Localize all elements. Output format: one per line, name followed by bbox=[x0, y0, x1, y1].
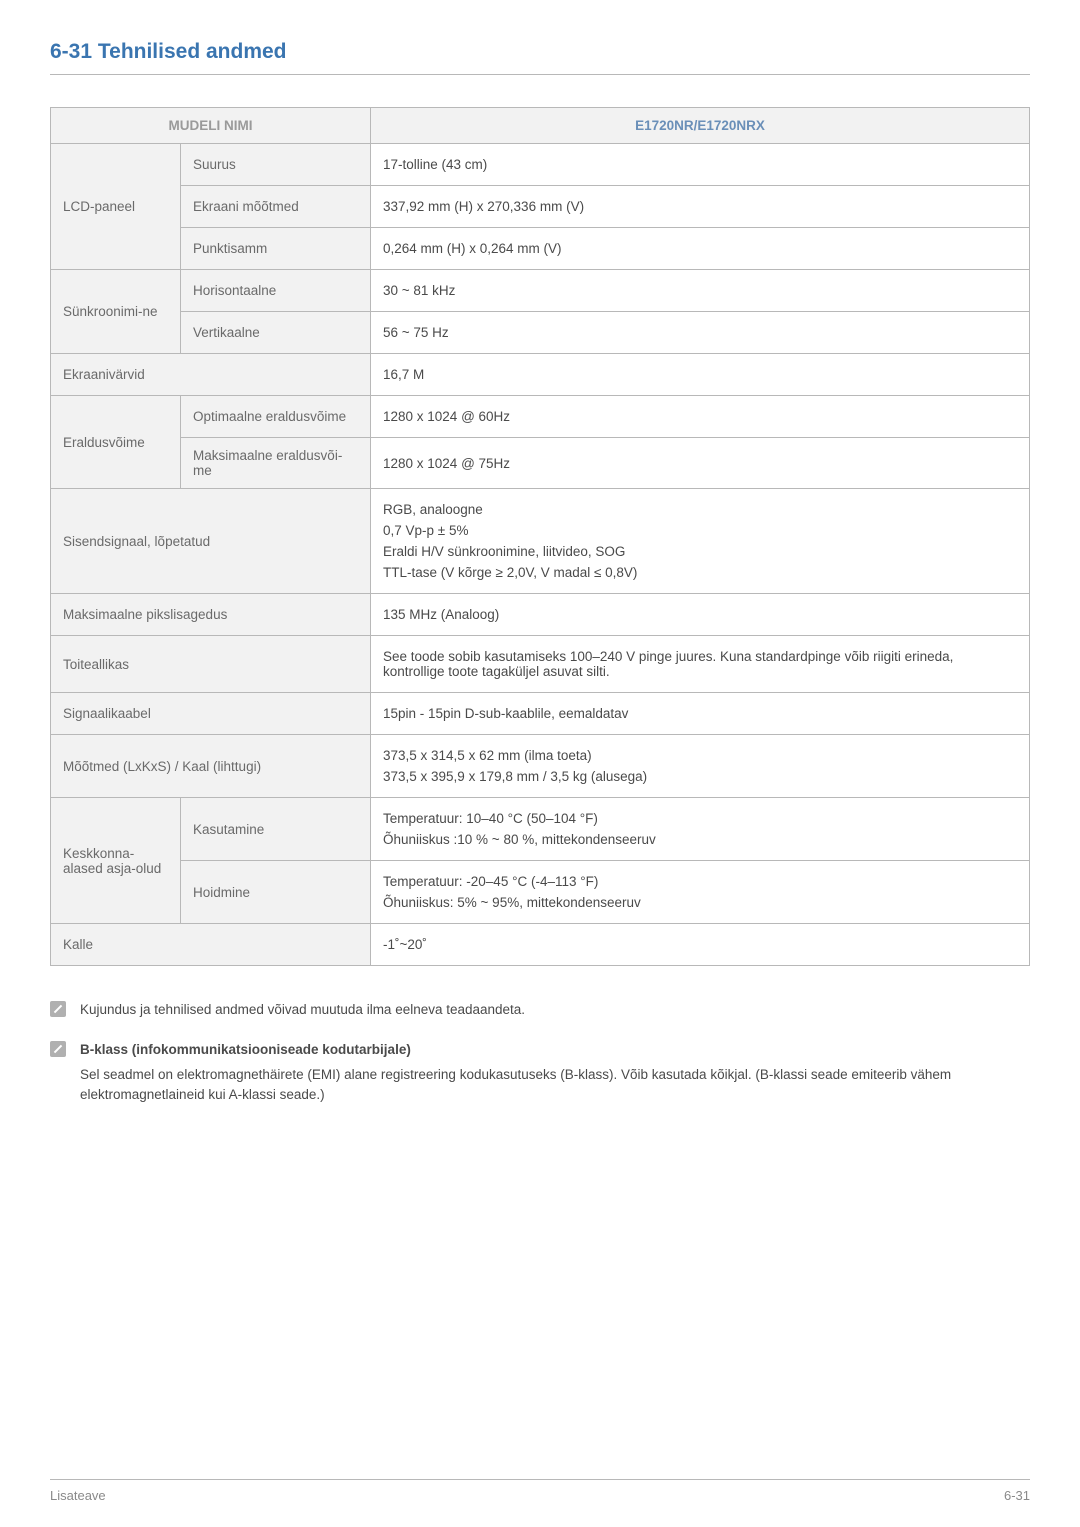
row-value: 1280 x 1024 @ 75Hz bbox=[371, 438, 1030, 489]
row-value: Temperatuur: -20–45 °C (-4–113 °F)Õhunii… bbox=[371, 861, 1030, 924]
row-value: 373,5 x 314,5 x 62 mm (ilma toeta)373,5 … bbox=[371, 735, 1030, 798]
row-value: 56 ~ 75 Hz bbox=[371, 312, 1030, 354]
note-text: Kujundus ja tehnilised andmed võivad muu… bbox=[80, 1000, 1030, 1020]
page-footer: Lisateave 6-31 bbox=[50, 1479, 1030, 1503]
table-row: Punktisamm 0,264 mm (H) x 0,264 mm (V) bbox=[51, 228, 1030, 270]
table-row: Vertikaalne 56 ~ 75 Hz bbox=[51, 312, 1030, 354]
value-line: Õhuniiskus: 5% ~ 95%, mittekondenseeruv bbox=[383, 892, 1017, 913]
page-title: 6-31 Tehnilised andmed bbox=[50, 40, 1030, 75]
row-value: RGB, analoogne0,7 Vp-p ± 5%Eraldi H/V sü… bbox=[371, 489, 1030, 594]
row-value: 30 ~ 81 kHz bbox=[371, 270, 1030, 312]
value-line: 373,5 x 395,9 x 179,8 mm / 3,5 kg (aluse… bbox=[383, 766, 1017, 787]
row-subcategory: Hoidmine bbox=[181, 861, 371, 924]
table-row: Keskkonna-alased asja-oludKasutamineTemp… bbox=[51, 798, 1030, 861]
row-subcategory: Vertikaalne bbox=[181, 312, 371, 354]
row-category: Sünkroonimi-ne bbox=[51, 270, 181, 354]
row-value: Temperatuur: 10–40 °C (50–104 °F)Õhuniis… bbox=[371, 798, 1030, 861]
header-model-name: MUDELI NIMI bbox=[51, 108, 371, 144]
table-row: Ekraani mõõtmed 337,92 mm (H) x 270,336 m… bbox=[51, 186, 1030, 228]
note-text: B-klass (infokommunikatsiooniseade kodut… bbox=[80, 1040, 1030, 1105]
row-category: Ekraanivärvid bbox=[51, 354, 371, 396]
table-row: Mõõtmed (LxKxS) / Kaal (lihttugi)373,5 x… bbox=[51, 735, 1030, 798]
value-line: See toode sobib kasutamiseks 100–240 V p… bbox=[383, 646, 1017, 682]
row-subcategory: Optimaalne eraldusvõime bbox=[181, 396, 371, 438]
row-value: 17-tolline (43 cm) bbox=[371, 144, 1030, 186]
value-line: RGB, analoogne bbox=[383, 499, 1017, 520]
value-line: Õhuniiskus :10 % ~ 80 %, mittekondenseer… bbox=[383, 829, 1017, 850]
table-row: Sisendsignaal, lõpetatudRGB, analoogne0,… bbox=[51, 489, 1030, 594]
value-line: 30 ~ 81 kHz bbox=[383, 280, 1017, 301]
value-line: 373,5 x 314,5 x 62 mm (ilma toeta) bbox=[383, 745, 1017, 766]
value-line: Temperatuur: 10–40 °C (50–104 °F) bbox=[383, 808, 1017, 829]
row-subcategory: Suurus bbox=[181, 144, 371, 186]
row-value: See toode sobib kasutamiseks 100–240 V p… bbox=[371, 636, 1030, 693]
row-category: Eraldusvõime bbox=[51, 396, 181, 489]
row-category: Maksimaalne pikslisagedus bbox=[51, 594, 371, 636]
value-line: Temperatuur: -20–45 °C (-4–113 °F) bbox=[383, 871, 1017, 892]
row-subcategory: Maksimaalne eraldusvõi-me bbox=[181, 438, 371, 489]
table-row: Ekraanivärvid 16,7 M bbox=[51, 354, 1030, 396]
value-line: 0,7 Vp-p ± 5% bbox=[383, 520, 1017, 541]
row-value: 1280 x 1024 @ 60Hz bbox=[371, 396, 1030, 438]
value-line: Eraldi H/V sünkroonimine, liitvideo, SOG bbox=[383, 541, 1017, 562]
table-row: Maksimaalne eraldusvõi-me 1280 x 1024 @ 7… bbox=[51, 438, 1030, 489]
row-category: Signaalikaabel bbox=[51, 693, 371, 735]
row-value: 16,7 M bbox=[371, 354, 1030, 396]
table-row: HoidmineTemperatuur: -20–45 °C (-4–113 °… bbox=[51, 861, 1030, 924]
row-category: Mõõtmed (LxKxS) / Kaal (lihttugi) bbox=[51, 735, 371, 798]
row-category: LCD-paneel bbox=[51, 144, 181, 270]
note-item: B-klass (infokommunikatsiooniseade kodut… bbox=[50, 1040, 1030, 1105]
row-value: 337,92 mm (H) x 270,336 mm (V) bbox=[371, 186, 1030, 228]
value-line: 0,264 mm (H) x 0,264 mm (V) bbox=[383, 238, 1017, 259]
value-line: -1˚~20˚ bbox=[383, 934, 1017, 955]
row-category: Keskkonna-alased asja-olud bbox=[51, 798, 181, 924]
row-value: 135 MHz (Analoog) bbox=[371, 594, 1030, 636]
note-icon bbox=[50, 1001, 66, 1017]
spec-table: MUDELI NIMI E1720NR/E1720NRX LCD-paneelS… bbox=[50, 107, 1030, 966]
notes-section: Kujundus ja tehnilised andmed võivad muu… bbox=[50, 1000, 1030, 1105]
value-line: 15pin - 15pin D-sub-kaablile, eemaldatav bbox=[383, 703, 1017, 724]
table-row: EraldusvõimeOptimaalne eraldusvõime1280 … bbox=[51, 396, 1030, 438]
note-item: Kujundus ja tehnilised andmed võivad muu… bbox=[50, 1000, 1030, 1020]
row-category: Sisendsignaal, lõpetatud bbox=[51, 489, 371, 594]
table-row: Sünkroonimi-neHorisontaalne30 ~ 81 kHz bbox=[51, 270, 1030, 312]
table-row: LCD-paneelSuurus17-tolline (43 cm) bbox=[51, 144, 1030, 186]
footer-left: Lisateave bbox=[50, 1488, 106, 1503]
value-line: 337,92 mm (H) x 270,336 mm (V) bbox=[383, 196, 1017, 217]
row-value: -1˚~20˚ bbox=[371, 924, 1030, 966]
table-row: Signaalikaabel 15pin - 15pin D-sub-kaabli… bbox=[51, 693, 1030, 735]
value-line: 17-tolline (43 cm) bbox=[383, 154, 1017, 175]
value-line: 16,7 M bbox=[383, 364, 1017, 385]
note-body-text: Sel seadmel on elektromagnethäirete (EMI… bbox=[80, 1067, 951, 1102]
row-value: 0,264 mm (H) x 0,264 mm (V) bbox=[371, 228, 1030, 270]
table-row: Kalle -1˚~20˚ bbox=[51, 924, 1030, 966]
row-value: 15pin - 15pin D-sub-kaablile, eemaldatav bbox=[371, 693, 1030, 735]
row-subcategory: Punktisamm bbox=[181, 228, 371, 270]
row-subcategory: Horisontaalne bbox=[181, 270, 371, 312]
value-line: 56 ~ 75 Hz bbox=[383, 322, 1017, 343]
value-line: TTL-tase (V kõrge ≥ 2,0V, V madal ≤ 0,8V… bbox=[383, 562, 1017, 583]
table-row: Toiteallikas See toode sobib kasutamiseks… bbox=[51, 636, 1030, 693]
value-line: 1280 x 1024 @ 60Hz bbox=[383, 406, 1017, 427]
header-model-value: E1720NR/E1720NRX bbox=[371, 108, 1030, 144]
row-subcategory: Kasutamine bbox=[181, 798, 371, 861]
table-row: Maksimaalne pikslisagedus 135 MHz (Analoo… bbox=[51, 594, 1030, 636]
note-icon bbox=[50, 1041, 66, 1057]
footer-right: 6-31 bbox=[1004, 1488, 1030, 1503]
row-category: Kalle bbox=[51, 924, 371, 966]
value-line: 1280 x 1024 @ 75Hz bbox=[383, 453, 1017, 474]
note-heading: B-klass (infokommunikatsiooniseade kodut… bbox=[80, 1040, 1030, 1060]
row-category: Toiteallikas bbox=[51, 636, 371, 693]
row-subcategory: Ekraani mõõtmed bbox=[181, 186, 371, 228]
value-line: 135 MHz (Analoog) bbox=[383, 604, 1017, 625]
